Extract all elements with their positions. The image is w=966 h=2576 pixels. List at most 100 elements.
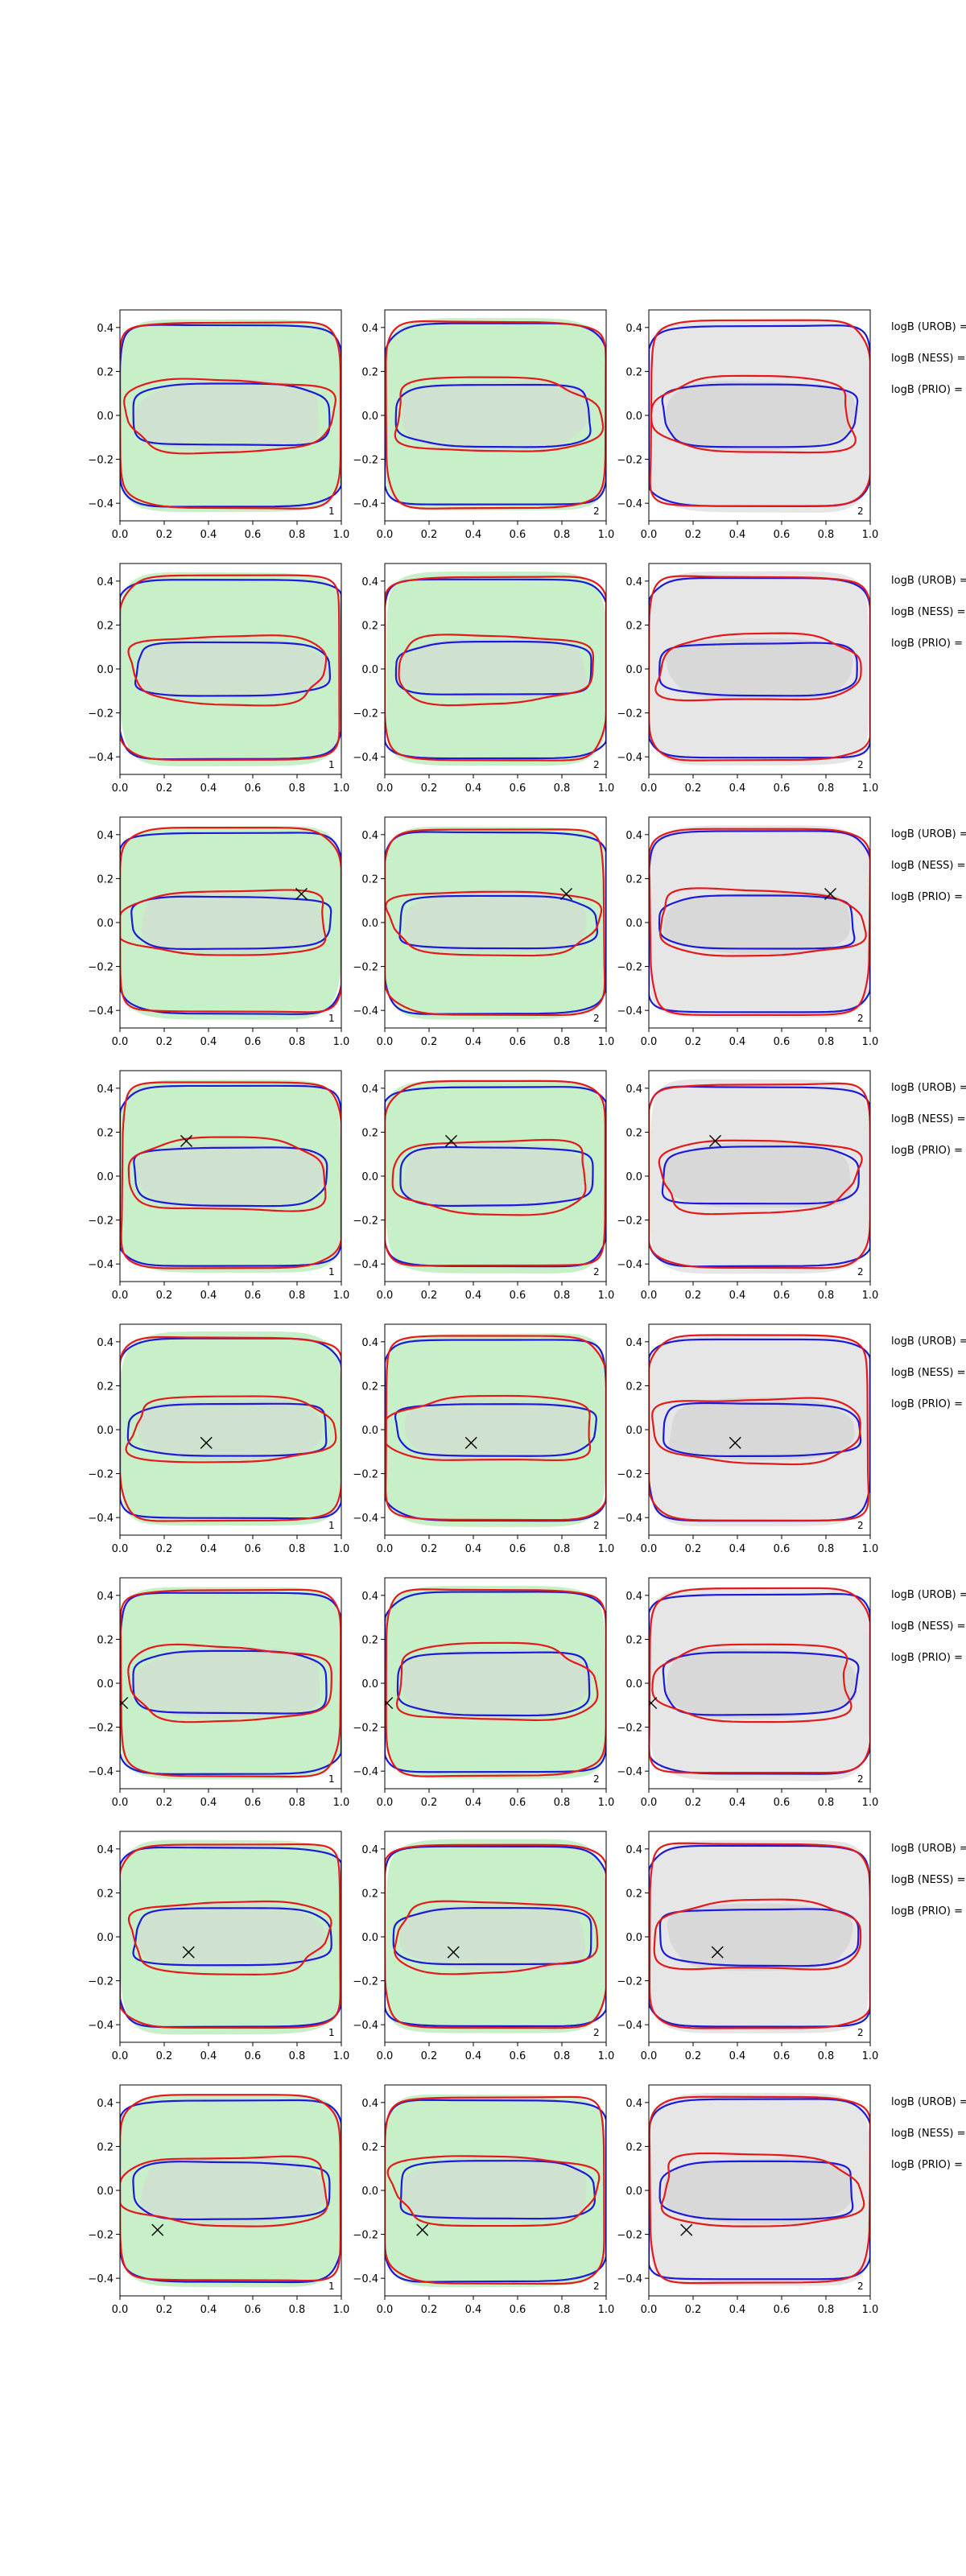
x-tick-label: 0.2 (685, 1290, 702, 1302)
panel-index-label: 1 (328, 1773, 335, 1785)
panel-r2-c1: 1 0.0 0.2 0.4 0.6 0.8 1.0 −0.4 −0.2 0.0 0.2 0.4 (88, 563, 349, 795)
panel-index-label: 2 (593, 1520, 600, 1531)
x-tick-label: 0.4 (465, 1290, 482, 1302)
x-tick-label: 1.0 (333, 1290, 350, 1302)
x-tick-label: 0.4 (465, 529, 482, 541)
y-tick-label: 0.2 (625, 1127, 642, 1139)
x-tick-label: 0.6 (774, 1036, 791, 1048)
y-tick-label: −0.2 (353, 1976, 378, 1988)
y-tick-label: −0.2 (88, 2230, 114, 2242)
y-tick-label: 0.0 (625, 1171, 642, 1183)
panel-index-label: 2 (593, 506, 600, 517)
x-tick-label: 0.8 (818, 1797, 835, 1809)
y-tick-label: −0.4 (88, 2020, 114, 2032)
outer-red-contour (385, 1843, 606, 2029)
y-tick-label: 0.4 (97, 323, 114, 335)
outer-red-contour (649, 1334, 870, 1521)
outer-blue-contour (120, 324, 341, 508)
panel-r3-c3: 2 0.0 0.2 0.4 0.6 0.8 1.0 −0.4 −0.2 0.0 0.2 0.4 (617, 816, 878, 1048)
inner-blue-contour (399, 2160, 596, 2220)
plot-area (385, 571, 606, 766)
inner-blue-contour (132, 1649, 328, 1715)
x-tick-label: 0.6 (245, 1290, 262, 1302)
outer-red-contour (120, 1843, 341, 2029)
y-tick-label: 0.4 (97, 576, 114, 588)
inner-red-contour (125, 1395, 337, 1463)
x-tick-label: 0.0 (377, 782, 394, 795)
y-tick-label: 0.0 (361, 1425, 378, 1437)
row-annotation-label: logB (UROB) = (891, 1589, 966, 1601)
panel-index-label: 2 (857, 1773, 864, 1785)
cross-marker (824, 888, 836, 901)
y-tick-label: 0.0 (361, 2186, 378, 2198)
x-tick-label: 0.4 (200, 782, 217, 795)
cross-marker (729, 1436, 741, 1449)
x-tick-label: 0.8 (554, 1290, 571, 1302)
x-tick-label: 0.4 (729, 529, 746, 541)
outer-blue-contour (649, 830, 870, 1013)
y-tick-label: −0.2 (353, 455, 378, 467)
y-tick-label: 0.2 (97, 620, 114, 632)
gray-core-region (404, 1398, 588, 1463)
row-annotation-label: logB (NESS) = (891, 1620, 965, 1633)
gray-core-region (137, 1399, 323, 1463)
cross-marker (416, 2223, 429, 2236)
x-tick-label: 0.0 (377, 1290, 394, 1302)
cross-marker (151, 2223, 164, 2236)
y-tick-label: 0.0 (625, 1678, 642, 1690)
x-tick-label: 0.8 (818, 1290, 835, 1302)
y-tick-label: 0.4 (97, 2098, 114, 2110)
y-tick-label: 0.4 (361, 576, 378, 588)
outer-blue-contour (385, 322, 606, 506)
x-tick-label: 1.0 (862, 2304, 879, 2316)
outer-red-contour (385, 1080, 606, 1267)
gray-core-region (669, 1397, 855, 1460)
x-tick-label: 1.0 (333, 1797, 350, 1809)
plot-area (385, 826, 606, 1020)
x-tick-label: 0.4 (465, 1036, 482, 1048)
x-tick-label: 0.8 (818, 2304, 835, 2316)
y-tick-label: 0.4 (97, 1844, 114, 1856)
x-tick-label: 0.8 (554, 2304, 571, 2316)
row-annotation-label: logB (NESS) = (891, 1367, 965, 1379)
x-tick-label: 1.0 (598, 529, 615, 541)
y-tick-label: 0.2 (97, 1888, 114, 1900)
outer-red-contour (385, 828, 606, 1017)
outer-red-contour (649, 1842, 870, 2029)
row-annotation-label: logB (UROB) = (891, 1335, 966, 1348)
y-tick-label: −0.4 (353, 1259, 378, 1271)
x-tick-label: 0.0 (377, 1036, 394, 1048)
gray-core-region (663, 1141, 852, 1208)
y-tick-label: 0.2 (97, 2141, 114, 2153)
y-tick-label: −0.4 (353, 2020, 378, 2032)
y-tick-label: 0.2 (97, 1127, 114, 1139)
row-annotation-label: logB (UROB) = (891, 1082, 966, 1094)
outer-red-contour (120, 1588, 341, 1778)
y-tick-label: 0.0 (625, 1425, 642, 1437)
panel-r7-c3: 2 0.0 0.2 0.4 0.6 0.8 1.0 −0.4 −0.2 0.0 0.2 0.4 (617, 1831, 878, 2062)
y-tick-label: 0.0 (97, 918, 114, 930)
y-tick-label: −0.4 (88, 2273, 114, 2285)
y-tick-label: 0.0 (361, 918, 378, 930)
inner-blue-contour (134, 641, 332, 697)
cross-marker (295, 888, 308, 901)
y-tick-label: −0.2 (88, 1469, 114, 1481)
row-annotation-label: logB (NESS) = (891, 1874, 965, 1886)
panel-index-label: 2 (593, 2281, 600, 2292)
y-tick-label: −0.2 (353, 708, 378, 720)
y-tick-label: 0.2 (625, 873, 642, 886)
x-tick-label: 0.2 (156, 529, 173, 541)
gray-core-region (400, 1649, 592, 1719)
panel-r4-c3: 2 0.0 0.2 0.4 0.6 0.8 1.0 −0.4 −0.2 0.0 0.2 0.4 (617, 1070, 878, 1302)
y-tick-label: 0.0 (625, 2186, 642, 2198)
x-tick-label: 0.8 (554, 529, 571, 541)
y-tick-label: 0.4 (361, 323, 378, 335)
x-tick-label: 0.6 (774, 1290, 791, 1302)
plot-area (649, 1839, 870, 2033)
outer-blue-contour (385, 1339, 606, 1522)
row-annotation-label: logB (NESS) = (891, 606, 965, 618)
x-tick-label: 1.0 (333, 2304, 350, 2316)
y-tick-label: −0.2 (88, 1216, 114, 1228)
panel-r6-c3: 2 0.0 0.2 0.4 0.6 0.8 1.0 −0.4 −0.2 0.0 0.2 0.4 (617, 1577, 878, 1809)
